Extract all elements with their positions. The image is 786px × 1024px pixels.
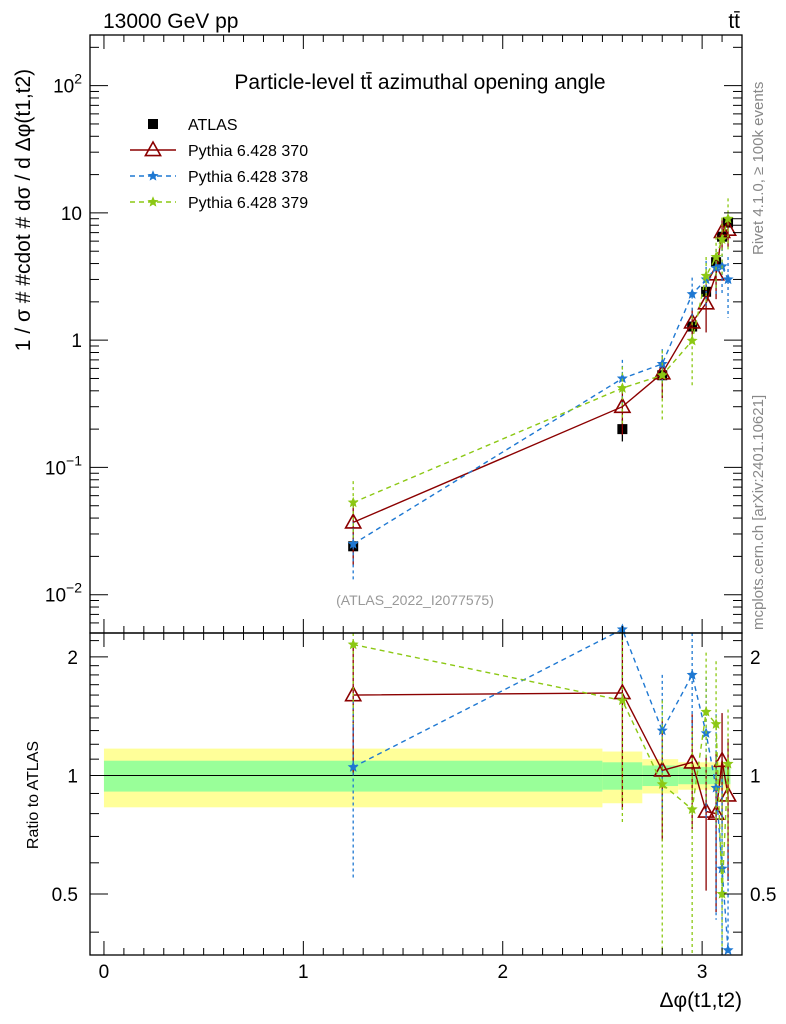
- triangle-marker: [344, 512, 363, 529]
- star-marker: [710, 718, 722, 729]
- ratio-tick-label-left: 1: [67, 766, 78, 787]
- legend-label-p379: Pythia 6.428 379: [188, 195, 308, 212]
- x-tick-label: 2: [497, 962, 508, 983]
- y-axis-label: 1 / σ # #cdot # dσ / d Δφ(t1,t2): [12, 69, 35, 351]
- y-tick-label: 102: [53, 71, 82, 98]
- ratio-line-p370: [353, 692, 729, 815]
- legend-label-atlas: ATLAS: [188, 117, 238, 134]
- star-marker: [686, 669, 698, 680]
- ratio-line-p379: [353, 643, 729, 895]
- chart-title: Particle-level tt̄ azimuthal opening ang…: [234, 71, 605, 94]
- ratio-tick-label-right: 0.5: [750, 885, 776, 906]
- star-marker: [347, 761, 359, 772]
- rivet-label: Rivet 4.1.0, ≥ 100k events: [750, 82, 767, 255]
- triangle-marker: [613, 397, 632, 414]
- star-marker: [686, 288, 698, 299]
- star-marker: [347, 496, 359, 508]
- star-marker: [700, 270, 712, 281]
- ratio-tick-label-right: 2: [750, 648, 761, 669]
- ratio-tick-label-left: 2: [67, 648, 78, 669]
- star-marker: [616, 694, 628, 706]
- y-tick-label: 10−2: [45, 580, 82, 607]
- series-line-p370: [352, 228, 729, 524]
- star-marker: [147, 196, 159, 207]
- star-marker: [716, 233, 728, 245]
- collision-label: 13000 GeV pp: [103, 10, 238, 33]
- triangle-marker: [653, 760, 672, 777]
- y-tick-label: 10−1: [45, 452, 82, 479]
- y-tick-label: 1: [71, 331, 82, 352]
- star-marker: [656, 369, 668, 380]
- triangle-marker: [144, 140, 162, 157]
- x-tick-label: 1: [298, 962, 309, 983]
- star-marker: [722, 944, 734, 955]
- series-line-p378: [352, 265, 729, 545]
- star-marker: [347, 538, 359, 549]
- x-axis-label: Δφ(t1,t2): [660, 989, 743, 1012]
- star-marker: [722, 758, 734, 769]
- legend-label-p378: Pythia 6.428 378: [188, 169, 308, 186]
- triangle-marker: [653, 363, 672, 380]
- ratio-tick-label-left: 0.5: [52, 885, 78, 906]
- y-tick-label: 10: [61, 204, 82, 225]
- star-marker: [616, 382, 628, 393]
- x-tick-label: 0: [99, 962, 110, 983]
- star-marker: [710, 251, 722, 262]
- star-marker: [686, 803, 698, 815]
- star-marker: [722, 212, 734, 224]
- triangle-marker: [697, 293, 716, 310]
- ratio-plot-frame: [89, 632, 743, 956]
- mcplots-label: mcplots.cern.ch [arXiv:2401.10621]: [750, 395, 767, 630]
- triangle-marker: [713, 751, 732, 768]
- analysis-watermark: (ATLAS_2022_I2077575): [336, 592, 494, 608]
- process-label: tt̄: [728, 10, 740, 33]
- legend-label-p370: Pythia 6.428 370: [188, 143, 308, 160]
- star-marker: [656, 778, 668, 789]
- star-marker: [147, 170, 159, 181]
- legend-marker-atlas: [148, 119, 158, 129]
- triangle-marker: [683, 752, 702, 769]
- star-marker: [722, 273, 734, 285]
- star-marker: [686, 334, 698, 346]
- star-marker: [716, 888, 728, 899]
- star-marker: [700, 706, 712, 717]
- x-tick-label: 3: [697, 962, 708, 983]
- ratio-tick-label-right: 1: [750, 766, 761, 787]
- ratio-y-axis-label: Ratio to ATLAS: [25, 741, 42, 849]
- star-marker: [347, 638, 359, 650]
- series-line-p379: [352, 218, 729, 504]
